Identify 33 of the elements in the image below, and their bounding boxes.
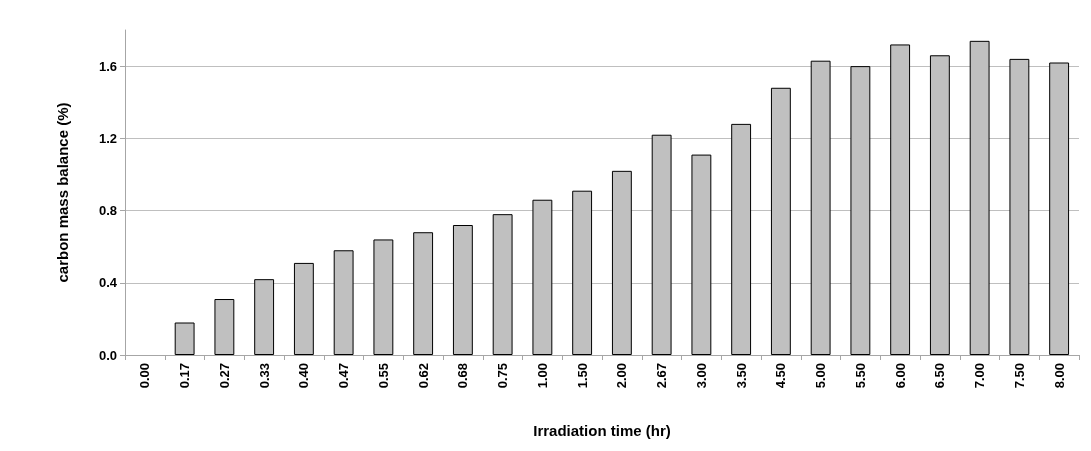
x-tick-label: 4.50 — [773, 363, 789, 389]
x-tick-label: 7.00 — [972, 363, 988, 389]
x-tick-label: 0.40 — [296, 363, 312, 389]
x-tick-label: 1.50 — [574, 363, 590, 389]
x-tick-label: 6.50 — [932, 363, 948, 389]
x-tick-label: 2.00 — [614, 363, 630, 389]
y-tick-label: 0.4 — [98, 275, 118, 291]
x-tick-label: 0.62 — [415, 363, 431, 389]
y-tick-label: 0.0 — [98, 347, 117, 363]
x-tick-label: 6.00 — [892, 363, 908, 389]
x-axis-title: Irradiation time (hr) — [533, 422, 671, 439]
y-tick-label: 1.6 — [98, 58, 117, 74]
x-tick-label: 0.75 — [495, 363, 511, 389]
x-tick-label: 3.00 — [693, 363, 709, 389]
x-tick-label: 5.50 — [852, 363, 868, 389]
x-tick-label: 8.00 — [1051, 363, 1067, 389]
bar — [214, 299, 235, 355]
x-tick-label: 0.47 — [336, 363, 352, 389]
x-tick-label: 0.68 — [455, 363, 471, 389]
x-tick-label: 1.00 — [534, 363, 550, 389]
x-tick-label: 0.00 — [137, 363, 153, 389]
y-tick-label: 1.2 — [98, 130, 117, 146]
x-tick-label: 0.33 — [256, 363, 272, 389]
x-tick-label: 7.50 — [1011, 363, 1027, 389]
x-tick-label: 2.67 — [654, 363, 670, 389]
y-tick-label: 0.8 — [98, 203, 117, 219]
x-tick-label: 0.55 — [375, 363, 391, 389]
x-tick-label: 0.27 — [216, 363, 232, 389]
x-tick-label: 0.17 — [177, 363, 193, 389]
y-axis-title: carbon mass balance (%) — [54, 102, 71, 283]
x-tick-label: 3.50 — [733, 363, 749, 389]
x-tick-label: 5.00 — [813, 363, 829, 389]
bar — [174, 322, 195, 355]
